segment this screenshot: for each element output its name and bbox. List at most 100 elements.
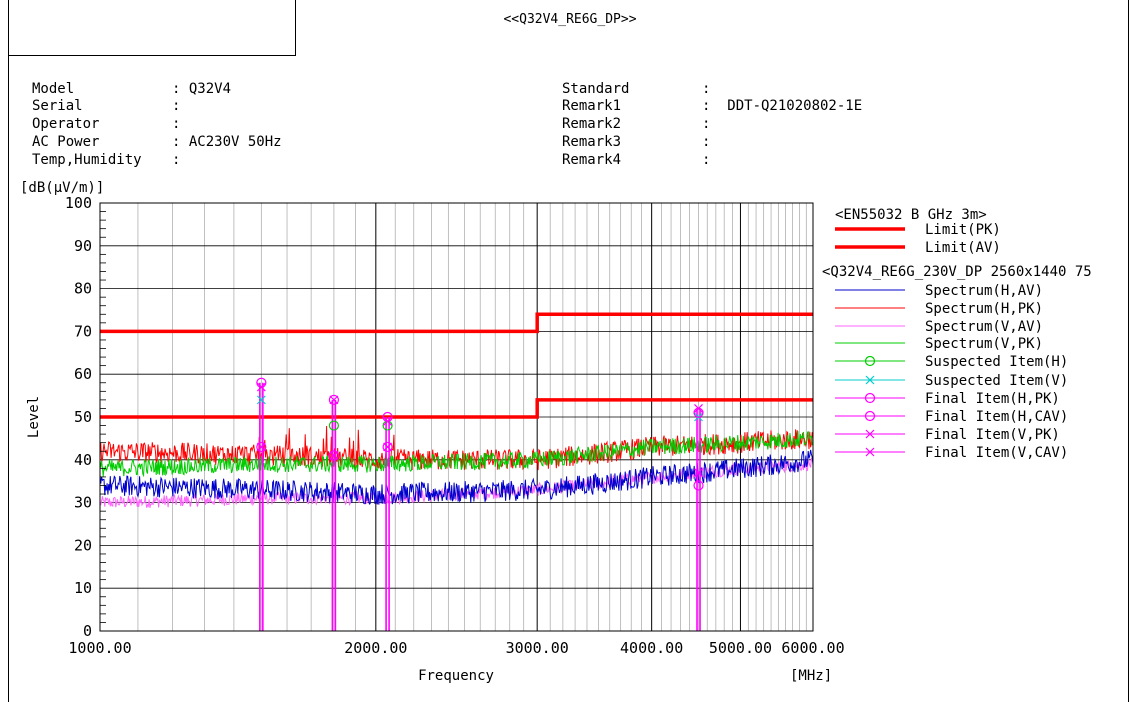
legend-item: Final Item(V,PK) <box>835 427 1060 443</box>
legend-subtitle: <Q32V4_RE6G_230V_DP 2560x1440 75 <box>822 264 1092 280</box>
final-item-v-cav-marker <box>256 442 266 452</box>
cross-stroke <box>256 395 266 405</box>
final-item-h-cav-marker <box>382 441 393 453</box>
legend-item: Spectrum(H,PK) <box>835 301 1043 317</box>
cross-stroke <box>694 468 703 478</box>
legend-label: Final Item(H,CAV) <box>925 409 1068 425</box>
legend-item: Limit(PK) <box>835 222 1001 238</box>
x-tick-label: 6000.00 <box>781 639 844 657</box>
y-axis-label: Level <box>26 396 42 438</box>
legend-label: Spectrum(V,AV) <box>925 319 1043 335</box>
info-value-remark2: : <box>702 116 711 132</box>
info-value-serial: : <box>172 98 181 114</box>
legend-label: Final Item(H,PK) <box>925 391 1060 407</box>
final-item-v-pk-marker <box>694 404 703 413</box>
legend-item: Spectrum(H,AV) <box>835 283 1043 299</box>
info-value-temp-humidity: : <box>172 152 181 168</box>
limit-line-pk <box>100 312 813 334</box>
info-label: AC Power <box>32 134 100 150</box>
x-tick-label: 3000.00 <box>506 639 569 657</box>
cross-stroke <box>383 416 393 426</box>
final-item-v-cav-marker <box>383 442 393 452</box>
info-row-ac-power: AC Power <box>32 134 99 151</box>
final-item-h-cav-marker <box>256 441 267 453</box>
x-unit-label: [MHz] <box>790 668 832 684</box>
plot-border <box>99 202 814 632</box>
info-value-remark3: : <box>702 134 711 150</box>
legend-item: Spectrum(V,PK) <box>835 336 1043 352</box>
info-row-serial: Serial <box>32 98 83 115</box>
x-axis-label: Frequency <box>418 668 494 684</box>
info-row-operator: Operator <box>32 116 99 133</box>
info-label: Model <box>32 81 75 97</box>
info-row-temp-humidity: Temp,Humidity <box>32 152 142 169</box>
legend-label: Suspected Item(H) <box>925 354 1068 370</box>
info-row-standard: Standard <box>562 81 630 97</box>
suspected-item-h-marker <box>382 420 393 431</box>
cross-stroke <box>383 442 393 452</box>
y-unit-label: [dB(μV/m)] <box>20 180 104 196</box>
spectrum-trace-spectrum-v-pk <box>99 430 814 478</box>
spectrum-trace-spectrum-v-av <box>99 457 814 508</box>
final-item-v-pk-marker <box>329 395 339 405</box>
info-row-remark2: Remark2 <box>562 116 622 132</box>
legend-item: Spectrum(V,AV) <box>835 319 1043 335</box>
final-item-h-pk-marker <box>328 394 339 405</box>
info-row-remark3: Remark3 <box>562 134 622 150</box>
y-tick-label: 30 <box>74 494 92 512</box>
legend-label: Limit(PK) <box>925 222 1001 238</box>
y-tick-label: 40 <box>74 451 92 469</box>
legend-marker <box>864 410 876 422</box>
cross-stroke <box>329 395 339 405</box>
info-value-standard: : <box>702 81 711 97</box>
axis-ticks: 0 10 20 30 40 50 60 70 80 90 100 1000.00 2000.00 3000… <box>65 194 845 657</box>
legend-marker <box>864 392 876 404</box>
x-tick-label: 4000.00 <box>620 639 683 657</box>
legend-marker <box>864 355 876 367</box>
final-item-v-cav-marker <box>694 468 703 478</box>
cross-stroke <box>329 451 339 460</box>
info-label: Temp,Humidity <box>32 152 142 168</box>
limit-line-av <box>100 398 813 419</box>
suspected-item-v-marker <box>256 395 266 405</box>
info-value-remark4: : <box>702 152 711 168</box>
suspected-item-h-marker <box>328 420 339 431</box>
x-tick-label: 2000.00 <box>344 639 407 657</box>
limit-lines <box>100 312 813 419</box>
info-value-ac-power: : AC230V 50Hz <box>172 134 282 150</box>
x-tick-label: 5000.00 <box>709 639 772 657</box>
final-item-h-cav-marker <box>693 480 704 491</box>
legend: <EN55032 B GHz 3m> <Q32V4_RE6G_230V_DP 2… <box>822 207 1092 461</box>
info-row-model: Model <box>32 81 74 98</box>
legend-item: Limit(AV) <box>835 240 1001 256</box>
title-box <box>8 0 296 56</box>
legend-item: Final Item(H,PK) <box>835 391 1060 407</box>
final-item-v-pk-marker <box>383 416 393 426</box>
info-label: Operator <box>32 116 100 132</box>
y-tick-label: 20 <box>74 536 92 554</box>
final-item-v-cav-marker <box>329 451 339 460</box>
spectra <box>99 425 814 508</box>
legend-marker <box>865 375 875 385</box>
legend-title: <EN55032 B GHz 3m> <box>835 207 987 223</box>
legend-item: Final Item(V,CAV) <box>835 445 1068 461</box>
info-row-remark1: Remark1 <box>562 98 622 114</box>
info-value-operator: : <box>172 116 181 132</box>
legend-label: Spectrum(V,PK) <box>925 336 1043 352</box>
legend-label: Spectrum(H,AV) <box>925 283 1043 299</box>
y-tick-label: 50 <box>74 408 92 426</box>
legend-label: Suspected Item(V) <box>925 373 1068 389</box>
legend-item: Suspected Item(V) <box>835 373 1068 389</box>
page-border-left <box>8 0 9 702</box>
final-item-h-cav-marker <box>328 450 339 461</box>
y-tick-label: 60 <box>74 365 92 383</box>
spectrum-trace-spectrum-h-av <box>99 449 814 505</box>
info-label: Serial <box>32 98 83 114</box>
legend-label: Spectrum(H,PK) <box>925 301 1043 317</box>
y-tick-label: 100 <box>65 194 92 212</box>
legend-marker <box>865 429 875 439</box>
legend-item: Suspected Item(H) <box>835 354 1068 370</box>
cross-stroke <box>694 404 703 413</box>
